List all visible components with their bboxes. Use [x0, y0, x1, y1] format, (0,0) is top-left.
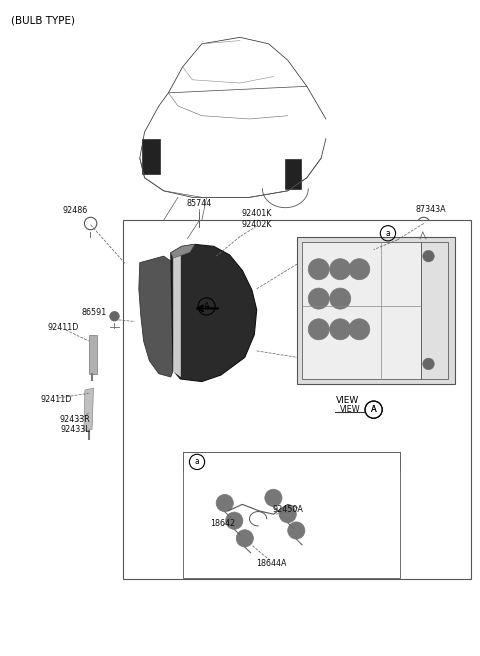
Polygon shape [171, 245, 257, 382]
Text: VIEW: VIEW [336, 396, 359, 405]
Ellipse shape [236, 530, 253, 547]
Polygon shape [173, 250, 181, 377]
Ellipse shape [423, 358, 434, 370]
Ellipse shape [330, 258, 351, 279]
Text: 92401K
92402K: 92401K 92402K [241, 209, 272, 228]
Text: (BULB TYPE): (BULB TYPE) [11, 16, 75, 26]
Ellipse shape [330, 288, 351, 309]
Text: 86591: 86591 [82, 308, 107, 318]
FancyBboxPatch shape [285, 159, 300, 189]
Ellipse shape [110, 312, 119, 321]
Text: A: A [371, 405, 376, 414]
Polygon shape [139, 256, 173, 377]
FancyBboxPatch shape [142, 138, 160, 174]
Ellipse shape [423, 251, 434, 262]
Text: 87343A: 87343A [416, 205, 446, 214]
Ellipse shape [308, 258, 329, 279]
Ellipse shape [349, 258, 370, 279]
Ellipse shape [308, 288, 329, 309]
Text: 18642: 18642 [210, 520, 235, 529]
Text: 92433R
92433L: 92433R 92433L [60, 415, 91, 434]
Text: 85744: 85744 [187, 199, 212, 209]
Polygon shape [171, 245, 195, 258]
Ellipse shape [308, 319, 329, 340]
Ellipse shape [330, 319, 351, 340]
FancyBboxPatch shape [183, 452, 400, 577]
Polygon shape [84, 388, 94, 431]
Ellipse shape [216, 495, 233, 512]
Text: A: A [371, 405, 376, 414]
Text: VIEW: VIEW [340, 405, 361, 414]
Text: a: a [385, 229, 390, 237]
FancyBboxPatch shape [421, 242, 447, 379]
FancyBboxPatch shape [194, 224, 204, 232]
FancyBboxPatch shape [123, 220, 471, 579]
FancyBboxPatch shape [297, 237, 455, 384]
Text: 92411D: 92411D [48, 323, 79, 333]
Text: a: a [195, 457, 199, 466]
Ellipse shape [288, 522, 305, 539]
Text: A: A [204, 302, 209, 311]
Ellipse shape [226, 512, 243, 529]
Text: 18644A: 18644A [256, 559, 286, 567]
Text: 92486: 92486 [63, 206, 88, 215]
Ellipse shape [349, 319, 370, 340]
Text: 92450A: 92450A [272, 505, 303, 514]
Text: 92411D: 92411D [41, 396, 72, 404]
Ellipse shape [265, 489, 282, 506]
Ellipse shape [279, 506, 296, 523]
FancyBboxPatch shape [302, 242, 421, 379]
Polygon shape [89, 335, 97, 374]
FancyBboxPatch shape [183, 452, 400, 470]
